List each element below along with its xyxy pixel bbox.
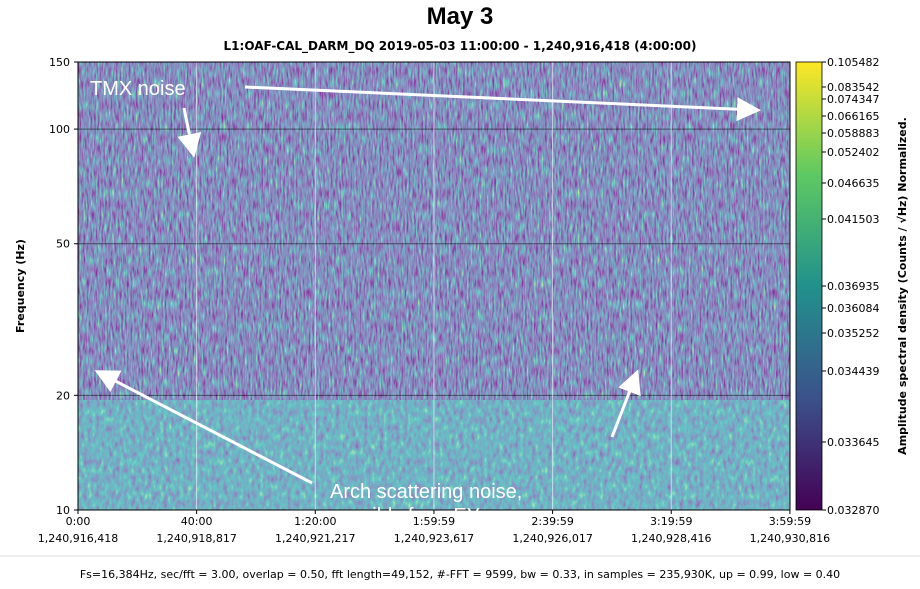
x-tick-label: 1,240,930,816 bbox=[750, 532, 830, 545]
y-tick-label: 50 bbox=[56, 238, 70, 251]
colorbar-tick-label: 0.032870 bbox=[827, 504, 880, 517]
x-tick-time-label: 40:00 bbox=[181, 515, 213, 528]
x-tick-label: 1,240,918,817 bbox=[156, 532, 236, 545]
colorbar bbox=[795, 61, 823, 511]
x-tick-time-label: 0:00 bbox=[66, 515, 91, 528]
y-tick-label: 20 bbox=[56, 389, 70, 402]
colorbar-tick-label: 0.052402 bbox=[827, 146, 880, 159]
colorbar-tick-label: 0.035252 bbox=[827, 327, 880, 340]
colorbar-label: Amplitude spectral density (Counts / √Hz… bbox=[896, 117, 909, 455]
x-tick-time-label: 1:59:59 bbox=[413, 515, 455, 528]
annotation: possibly from EY bbox=[330, 505, 480, 527]
y-tick-label: 150 bbox=[49, 56, 70, 69]
x-tick-label: 1,240,923,617 bbox=[394, 532, 474, 545]
x-tick-time-label: 1:20:00 bbox=[294, 515, 336, 528]
colorbar-tick-label: 0.036084 bbox=[827, 302, 880, 315]
annotation-arrows bbox=[94, 85, 761, 485]
x-tick-label: 1,240,926,017 bbox=[512, 532, 592, 545]
colorbar-tick-label: 0.046635 bbox=[827, 177, 880, 190]
colorbar-tick-label: 0.036935 bbox=[827, 280, 880, 293]
colorbar-tick-label: 0.041503 bbox=[827, 213, 880, 226]
x-tick-time-label: 3:59:59 bbox=[769, 515, 811, 528]
colorbar-tick-label: 0.066165 bbox=[827, 110, 880, 123]
chart-subtitle: L1:OAF-CAL_DARM_DQ 2019-05-03 11:00:00 -… bbox=[224, 39, 697, 54]
y-axis-label: Frequency (Hz) bbox=[14, 239, 27, 333]
chart-title: May 3 bbox=[427, 3, 494, 30]
x-tick-label: 1,240,921,217 bbox=[275, 532, 355, 545]
x-tick-label: 1,240,928,416 bbox=[631, 532, 711, 545]
colorbar-tick-label: 0.074347 bbox=[827, 93, 880, 106]
arrow bbox=[177, 107, 202, 158]
colorbar-tick-label: 0.083542 bbox=[827, 81, 880, 94]
colorbar-tick-label: 0.105482 bbox=[827, 56, 880, 69]
arrow bbox=[94, 370, 313, 485]
colorbar-tick-label: 0.034439 bbox=[827, 365, 880, 378]
arrow bbox=[244, 85, 761, 122]
x-tick-time-label: 3:19:59 bbox=[650, 515, 692, 528]
footer: Fs=16,384Hz, sec/fft = 3.00, overlap = 0… bbox=[80, 568, 840, 581]
colorbar-tick-label: 0.058883 bbox=[827, 127, 880, 140]
y-tick-label: 10 bbox=[56, 504, 70, 517]
annotation: TMX noise bbox=[90, 78, 186, 100]
annotation: Arch scattering noise, bbox=[330, 481, 522, 503]
x-tick-time-label: 2:39:59 bbox=[531, 515, 573, 528]
arrow bbox=[610, 369, 641, 438]
x-tick-label: 1,240,916,418 bbox=[38, 532, 118, 545]
colorbar-tick-label: 0.033645 bbox=[827, 436, 880, 449]
y-tick-label: 100 bbox=[49, 123, 70, 136]
